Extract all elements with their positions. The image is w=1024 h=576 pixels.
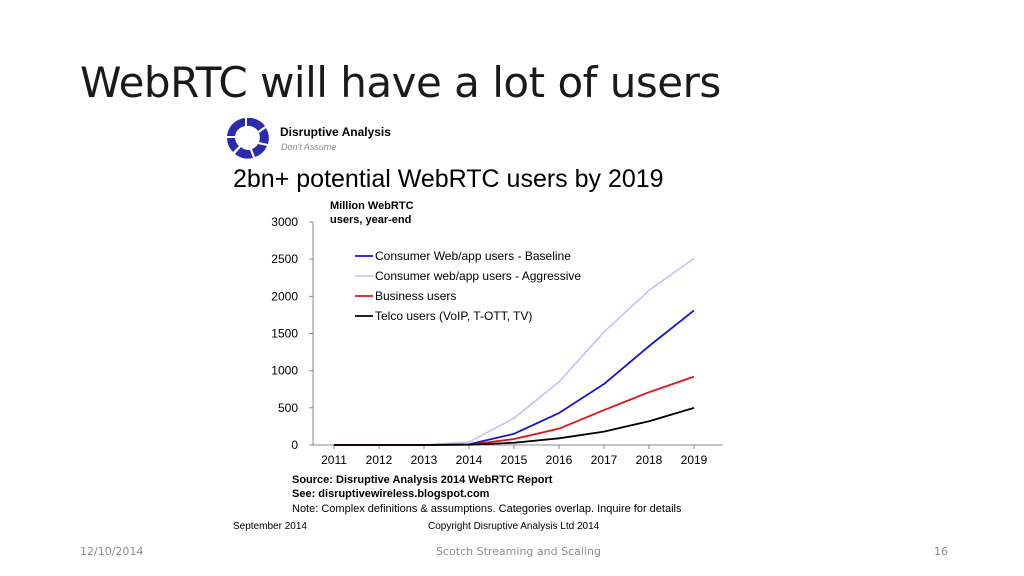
chart-title: 2bn+ potential WebRTC users by 2019	[233, 165, 664, 193]
x-tick-label: 2014	[456, 453, 483, 467]
y-tick-label: 0	[291, 438, 298, 452]
copyright-text: Copyright Disruptive Analysis Ltd 2014	[428, 521, 600, 532]
footer-date: 12/10/2014	[80, 545, 144, 558]
x-tick-label: 2013	[411, 453, 438, 467]
series-line-0	[334, 309, 695, 446]
y-tick-label: 500	[278, 401, 298, 415]
legend-label: Consumer Web/app users - Baseline	[375, 249, 571, 263]
x-tick-label: 2012	[366, 453, 393, 467]
y-tick-label: 3000	[271, 215, 298, 229]
source-note: Note: Complex definitions & assumptions.…	[292, 503, 682, 515]
legend-label: Business users	[375, 289, 456, 303]
y-tick-label: 2000	[271, 289, 298, 303]
x-tick-label: 2016	[546, 453, 573, 467]
x-tick-label: 2017	[591, 453, 618, 467]
logo-tagline: Don't Assume	[281, 142, 337, 152]
x-tick-label: 2011	[321, 453, 347, 467]
y-unit-label-line1: Million WebRTC	[330, 200, 414, 212]
y-tick-label: 1500	[271, 327, 298, 341]
footer-title: Scotch Streaming and Scaling	[436, 545, 601, 558]
x-tick-label: 2019	[681, 453, 708, 467]
y-unit-label-line2: users, year-end	[330, 214, 412, 226]
y-tick-label: 1000	[271, 364, 298, 378]
series-line-1	[334, 257, 695, 446]
x-tick-label: 2018	[636, 453, 663, 467]
disruptive-analysis-logo-icon	[227, 117, 269, 159]
y-tick-label: 2500	[271, 252, 298, 266]
report-date: September 2014	[233, 521, 307, 532]
slide-title: WebRTC will have a lot of users	[80, 58, 721, 107]
source-link[interactable]: See: disruptivewireless.blogspot.com	[292, 488, 490, 500]
x-tick-label: 2015	[501, 453, 528, 467]
series-line-3	[334, 406, 695, 446]
legend-label: Consumer web/app users - Aggressive	[375, 269, 581, 283]
source-line: Source: Disruptive Analysis 2014 WebRTC …	[292, 474, 553, 486]
page-number: 16	[934, 545, 948, 558]
logo-name: Disruptive Analysis	[280, 125, 391, 139]
y-unit-label: Million WebRTC users, year-end	[330, 199, 414, 227]
line-chart: 0 500 1000 1500 2000 2500 3000 2011 2012 2013 2014…	[271, 215, 723, 467]
legend-label: Telco users (VoIP, T-OTT, TV)	[375, 309, 532, 323]
